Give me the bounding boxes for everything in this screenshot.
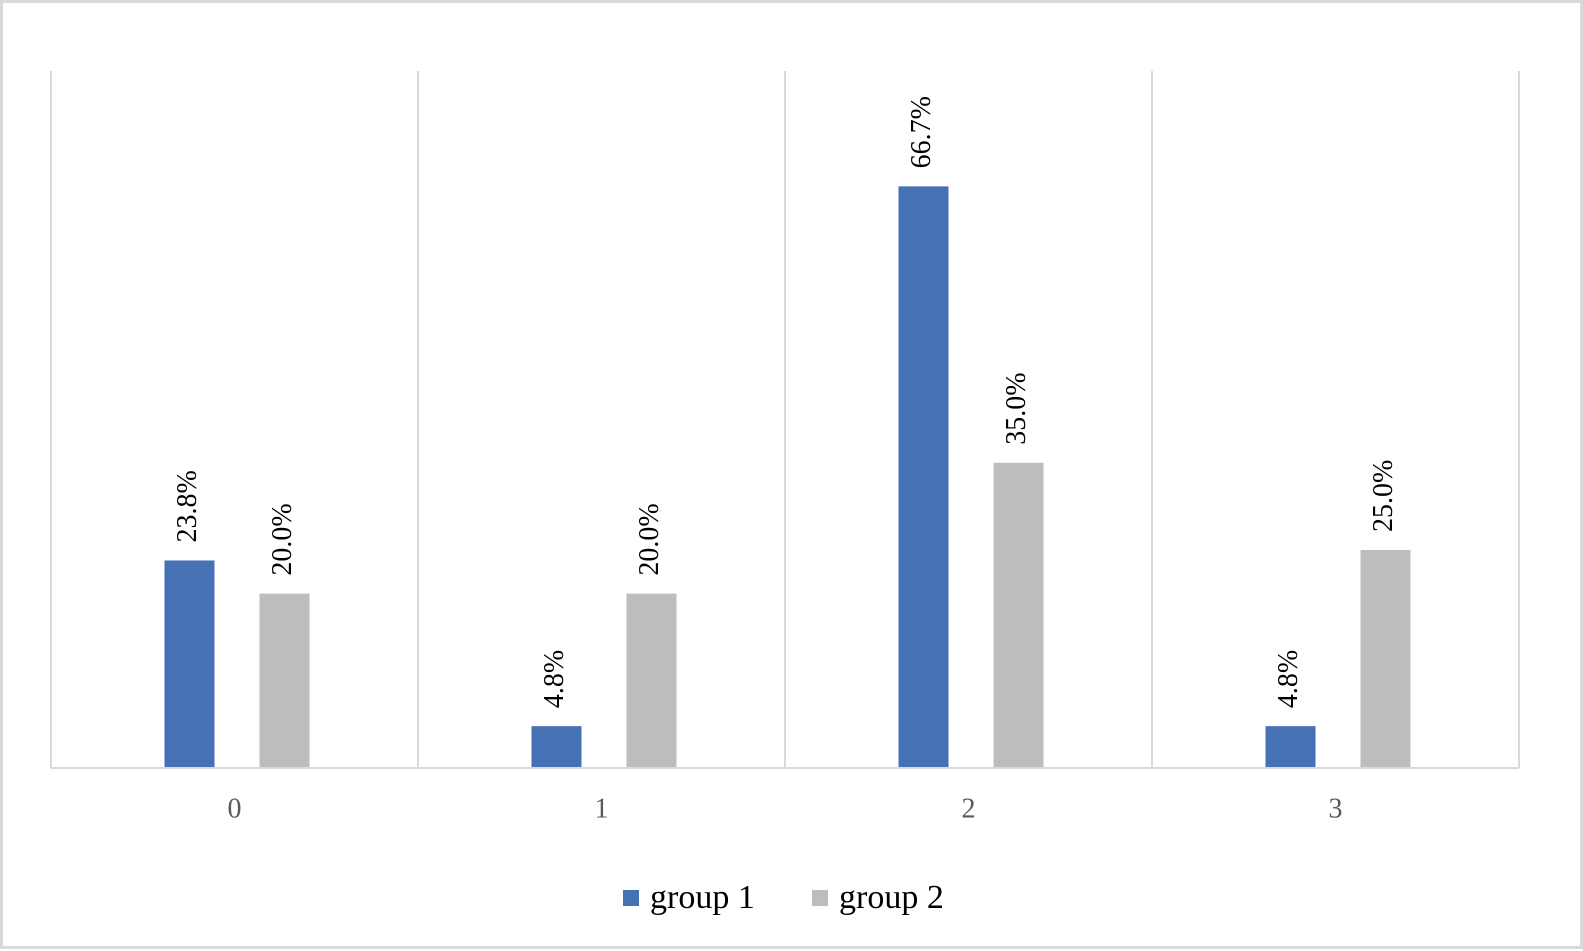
bar-group-1-0 xyxy=(164,560,215,768)
bar-group-2-1 xyxy=(626,593,677,768)
bar-group-2-0 xyxy=(259,593,310,768)
data-label: 35.0% xyxy=(1001,372,1032,444)
bar-group-2-2 xyxy=(993,462,1044,768)
data-label: 20.0% xyxy=(634,503,665,575)
bar-group-1-2 xyxy=(898,186,949,769)
bar-chart: 23.8% 4.8% 66.7% 4.8% 20.0% 20.0% 35.0% 25.0% 0… xyxy=(50,71,1520,916)
bar-group-2-3 xyxy=(1360,550,1411,768)
data-label: 66.7% xyxy=(906,96,937,168)
x-tick-label: 0 xyxy=(228,793,242,824)
x-tick-label: 1 xyxy=(595,793,609,824)
legend-label: group 1 xyxy=(650,879,755,916)
bars xyxy=(164,186,1411,769)
legend-swatch xyxy=(623,890,639,906)
data-label: 23.8% xyxy=(172,470,203,542)
x-tick-label: 2 xyxy=(962,793,976,824)
data-label: 4.8% xyxy=(1273,650,1304,708)
x-tick-labels: 0 1 2 3 xyxy=(228,793,1343,824)
gridlines xyxy=(50,71,1520,768)
bar-group-1-1 xyxy=(531,726,582,768)
x-tick-label: 3 xyxy=(1329,793,1343,824)
legend-label: group 2 xyxy=(839,879,944,916)
data-label: 4.8% xyxy=(539,650,570,708)
legend: group 1 group 2 xyxy=(623,879,944,916)
data-label: 25.0% xyxy=(1368,460,1399,532)
legend-swatch xyxy=(812,890,828,906)
data-label: 20.0% xyxy=(267,503,298,575)
data-labels: 23.8% 4.8% 66.7% 4.8% 20.0% 20.0% 35.0% 25.0% xyxy=(172,96,1399,708)
bar-group-1-3 xyxy=(1265,726,1316,768)
